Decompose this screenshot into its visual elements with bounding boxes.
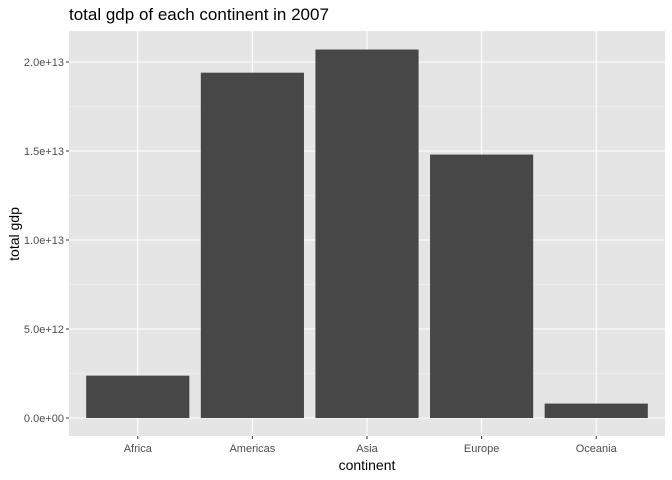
x-tick-label: Europe: [464, 443, 499, 455]
y-tick-label: 0.0e+00: [24, 413, 64, 425]
y-tick-label: 1.5e+13: [24, 146, 64, 158]
x-axis: Africa Americas Asia Europe Oceania: [124, 436, 618, 455]
bar-africa: [86, 375, 190, 418]
bar-oceania: [544, 403, 648, 418]
chart-title: total gdp of each continent in 2007: [69, 5, 329, 24]
y-tick-label: 5.0e+12: [24, 324, 64, 336]
y-tick-label: 2.0e+13: [24, 57, 64, 69]
y-tick-label: 1.0e+13: [24, 235, 64, 247]
bar-europe: [430, 154, 534, 418]
x-tick-label: Oceania: [576, 443, 618, 455]
bar-asia: [315, 49, 419, 418]
x-axis-title: continent: [339, 457, 396, 473]
y-axis-title: total gdp: [6, 207, 22, 261]
bars: [86, 49, 648, 419]
x-tick-label: Americas: [229, 443, 275, 455]
x-tick-label: Asia: [356, 443, 378, 455]
y-axis: 0.0e+00 5.0e+12 1.0e+13 1.5e+13 2.0e+13: [24, 57, 69, 425]
bar-americas: [200, 72, 304, 419]
x-tick-label: Africa: [124, 443, 153, 455]
